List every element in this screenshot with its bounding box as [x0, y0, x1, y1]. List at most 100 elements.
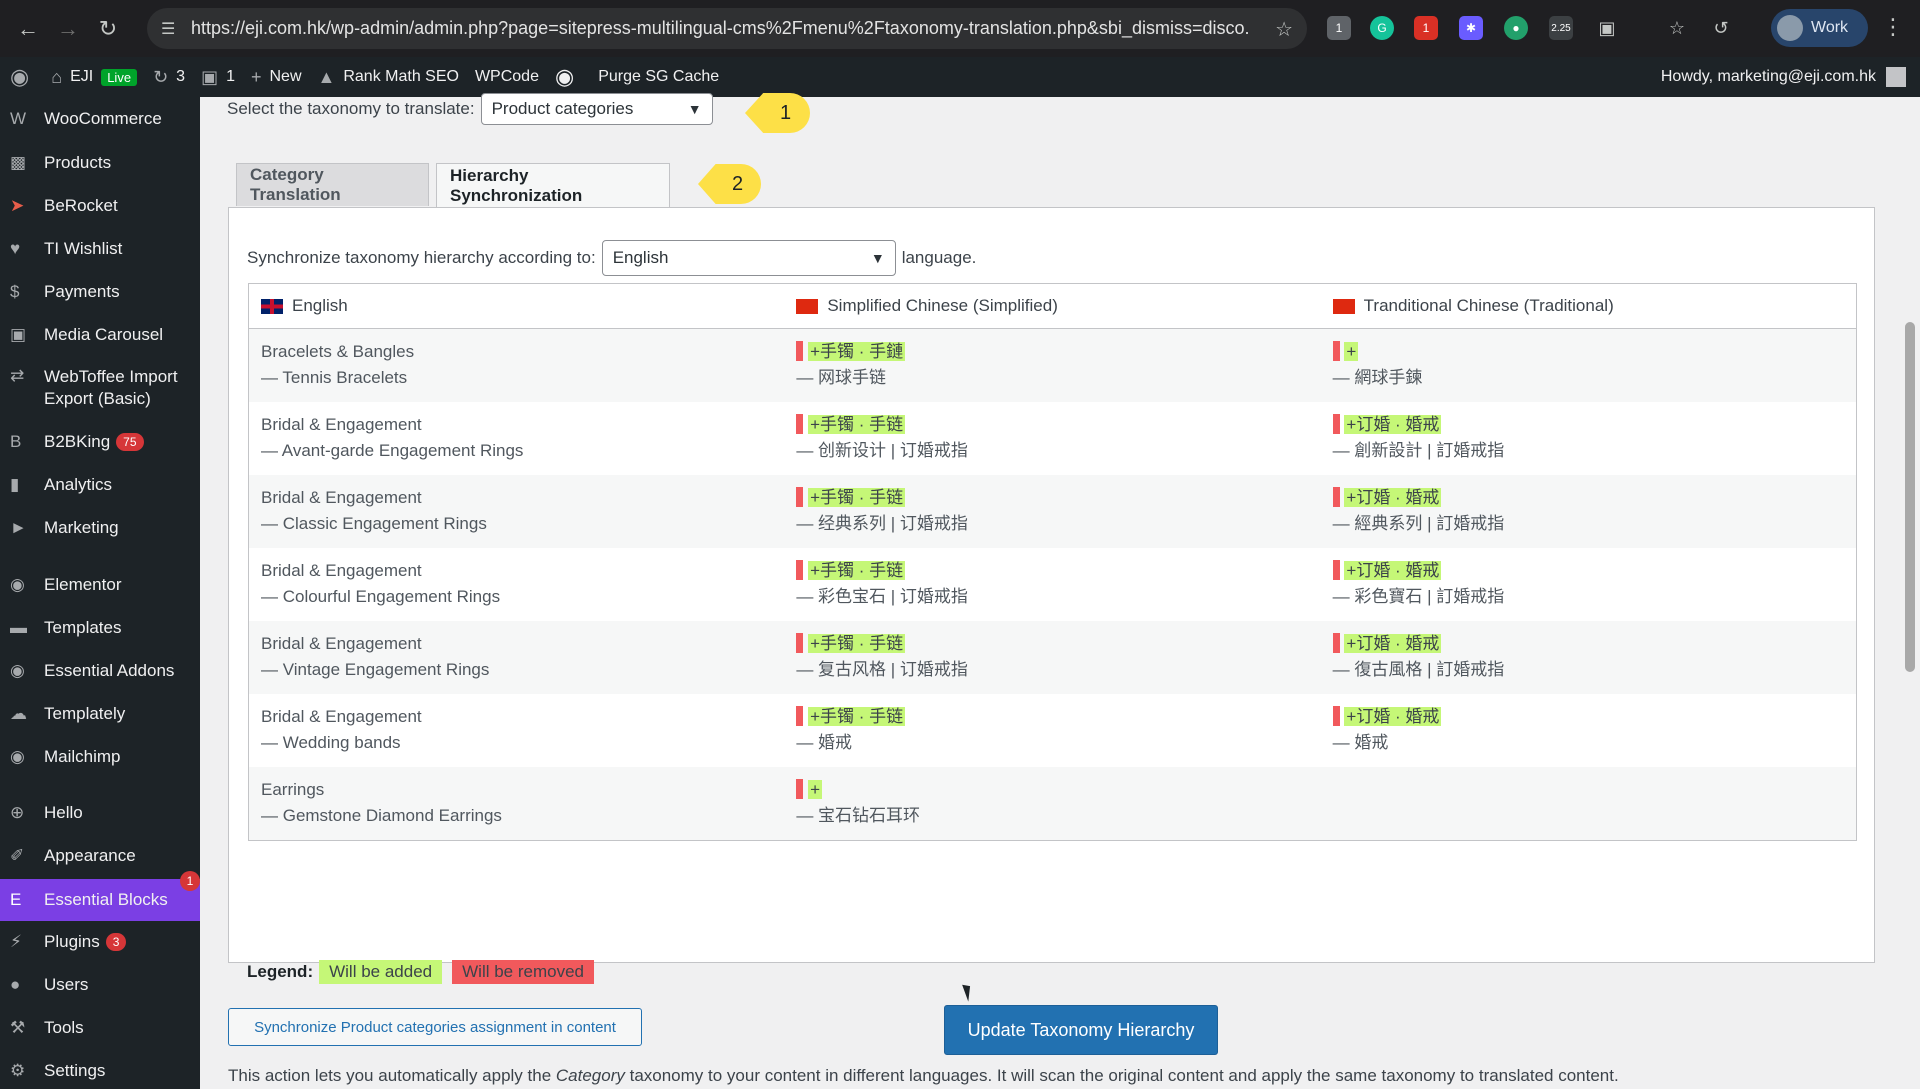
rankmath-link[interactable]: ▲ Rank Math SEO [318, 67, 459, 88]
cell-english: Bracelets & Bangles — Tennis Bracelets [249, 329, 784, 402]
sidebar-item-marketing[interactable]: ► Marketing [0, 508, 200, 548]
extension-1-icon[interactable]: 1 [1327, 16, 1351, 40]
update-taxonomy-hierarchy-button[interactable]: Update Taxonomy Hierarchy [944, 1005, 1218, 1055]
sidebar-item-templately[interactable]: ☁ Templately [0, 694, 200, 734]
child-term: — 复古风格 | 订婚戒指 [796, 660, 968, 679]
reload-icon[interactable]: ↻ [98, 15, 118, 41]
carousel-icon: ▣ [10, 325, 27, 344]
sidebar-item-analytics[interactable]: ▮ Analytics [0, 465, 200, 505]
url-text[interactable]: https://eji.com.hk/wp-admin/admin.php?pa… [191, 18, 1251, 38]
wpcode-label: WPCode [474, 68, 539, 85]
updates-count: 3 [176, 68, 186, 85]
annotation-marker-1: 1 [745, 93, 810, 133]
extension-4-icon[interactable]: ● [1504, 16, 1528, 40]
sync-label: Synchronize taxonomy hierarchy according… [247, 248, 596, 267]
child-term: — Gemstone Diamond Earrings [261, 806, 502, 825]
child-term: — Avant-garde Engagement Rings [261, 441, 524, 460]
sidebar-item-tools[interactable]: ⚒ Tools [0, 1008, 200, 1048]
new-content-link[interactable]: + New [251, 67, 302, 88]
sync-categories-assignment-button[interactable]: Synchronize Product categories assignmen… [228, 1008, 642, 1046]
extension-3-icon[interactable]: ✱ [1459, 16, 1483, 40]
tab-hierarchy-synchronization[interactable]: Hierarchy Synchronization [436, 163, 670, 208]
removed-marker [1332, 487, 1340, 507]
sidebar-item-woocommerce[interactable]: W WooCommerce [0, 99, 200, 139]
query-monitor-link[interactable]: ◉ [555, 64, 582, 90]
sidebar-item-label: Plugins [44, 932, 100, 951]
wpcode-link[interactable]: WPCode [475, 68, 539, 86]
sidebar-item-webtoffee[interactable]: ⇄ WebToffee Import Export (Basic) [0, 359, 200, 415]
bookmarks-icon[interactable]: ☆ [1668, 17, 1686, 38]
sidebar-item-products[interactable]: ▩ Products [0, 143, 200, 183]
site-info-icon[interactable]: ☰ [161, 20, 176, 38]
added-parent: +订婚 · 婚戒 [1344, 707, 1442, 726]
child-term: — Wedding bands [261, 733, 401, 752]
sidebar-item-payments[interactable]: $ Payments [0, 272, 200, 312]
essential-addons-icon: ◉ [10, 661, 25, 680]
sidebar-item-users[interactable]: ● Users [0, 965, 200, 1005]
page-scrollbar[interactable] [1900, 97, 1920, 1089]
sidebar-item-label: Templates [44, 618, 122, 637]
admin-sidebar: W WooCommerce ▩ Products ➤ BeRocket ♥ TI Wis… [0, 97, 200, 1089]
parent-term: Bracelets & Bangles [261, 342, 415, 361]
sidebar-item-ti-wishlist[interactable]: ♥ TI Wishlist [0, 229, 200, 269]
address-bar[interactable]: ☰ https://eji.com.hk/wp-admin/admin.php?… [147, 8, 1307, 49]
sidebar-item-label: Marketing [44, 518, 119, 537]
taxonomy-select[interactable]: Product categories ▼ [480, 93, 713, 125]
action-text-after: taxonomy to your content in different la… [624, 1066, 1619, 1085]
sidebar-item-elementor[interactable]: ◉ Elementor [0, 565, 200, 605]
sidebar-item-essential-addons[interactable]: ◉ Essential Addons [0, 651, 200, 691]
cell-english: Bridal & Engagement — Colourful Engagemen… [249, 548, 784, 621]
cell-english: Bridal & Engagement — Vintage Engagement … [249, 621, 784, 694]
my-account-link[interactable]: Howdy, marketing@eji.com.hk [1661, 57, 1906, 97]
sidebar-item-b2bking[interactable]: B B2BKing 75 [0, 422, 200, 462]
added-parent: +订婚 · 婚戒 [1344, 488, 1442, 507]
cell-traditional-chinese: +订婚 · 婚戒 — 彩色寶石 | 訂婚戒指 [1321, 548, 1856, 621]
taxonomy-select-row: Select the taxonomy to translate: Produc… [227, 93, 713, 125]
added-parent: +手镯 · 手链 [808, 415, 906, 434]
added-parent: + [808, 780, 822, 799]
browser-menu-icon[interactable]: ⋮ [1882, 14, 1904, 39]
updates-link[interactable]: ↻ 3 [153, 67, 185, 88]
bookmark-star-icon[interactable]: ☆ [1275, 19, 1293, 41]
comments-count: 1 [226, 68, 235, 85]
legend-label: Legend: [247, 962, 314, 981]
extension-5-icon[interactable]: 2.25 [1549, 16, 1573, 40]
chevron-down-icon: ▼ [687, 101, 702, 117]
back-icon[interactable]: ← [17, 15, 39, 41]
scrollbar-thumb[interactable] [1905, 322, 1915, 672]
comment-icon: ▣ [201, 66, 219, 87]
table-body: Bracelets & Bangles — Tennis Bracelets +手… [249, 329, 1856, 840]
cell-traditional-chinese: +订婚 · 婚戒 — 復古風格 | 訂婚戒指 [1321, 621, 1856, 694]
extension-2-icon[interactable]: 1 [1414, 16, 1438, 40]
essential-blocks-badge: 1 [180, 871, 200, 891]
sidebar-item-media-carousel[interactable]: ▣ Media Carousel [0, 315, 200, 355]
purge-cache-link[interactable]: Purge SG Cache [598, 68, 719, 86]
mailchimp-icon: ◉ [10, 747, 25, 766]
sidebar-item-templates[interactable]: ▬ Templates [0, 608, 200, 648]
sidebar-item-label: TI Wishlist [44, 239, 123, 258]
sidebar-item-berocket[interactable]: ➤ BeRocket [0, 186, 200, 226]
added-parent: +订婚 · 婚戒 [1344, 561, 1442, 580]
history-icon[interactable]: ↺ [1713, 17, 1729, 38]
sidebar-item-mailchimp[interactable]: ◉ Mailchimp [0, 737, 200, 777]
tab-category-translation[interactable]: Category Translation [236, 163, 429, 206]
forward-icon[interactable]: → [57, 15, 79, 41]
sidebar-item-hello[interactable]: ⊕ Hello [0, 793, 200, 833]
sidebar-item-essential-blocks[interactable]: E Essential Blocks 1 [0, 871, 200, 921]
main-content: Select the taxonomy to translate: Produc… [200, 93, 1900, 1089]
sidebar-item-appearance[interactable]: ✐ Appearance [0, 836, 200, 876]
b2bking-badge: 75 [116, 433, 144, 451]
analytics-icon: ▮ [10, 475, 20, 494]
grammarly-icon[interactable]: G [1370, 16, 1394, 40]
extensions-puzzle-icon[interactable]: ▣ [1598, 17, 1616, 38]
removed-marker [796, 487, 804, 507]
button-label: Synchronize Product categories assignmen… [254, 1018, 616, 1036]
profile-button[interactable]: Work [1771, 9, 1868, 47]
b2bking-icon: B [10, 432, 22, 451]
site-name-link[interactable]: ⌂ EJI Live [51, 67, 138, 88]
sync-language-select[interactable]: English ▼ [601, 240, 896, 276]
wordpress-logo-icon[interactable]: ◉ [10, 64, 30, 89]
sidebar-item-settings[interactable]: ⚙ Settings [0, 1051, 200, 1089]
comments-link[interactable]: ▣ 1 [201, 67, 235, 88]
sidebar-item-plugins[interactable]: ⚡ Plugins 3 [0, 922, 200, 962]
